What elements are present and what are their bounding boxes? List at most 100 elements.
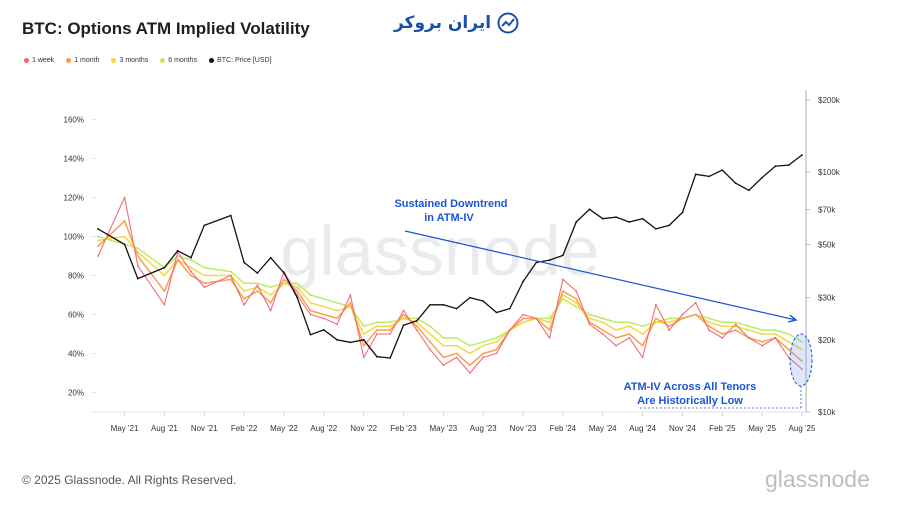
data-point [429,333,431,335]
data-point [774,337,777,339]
data-point [203,224,206,227]
data-point [748,189,750,192]
series-line-6-months [97,235,803,347]
annotation-low-line2: Are Historically Low [637,395,743,407]
data-point [389,325,392,328]
data-point [668,317,671,320]
data-point [243,261,246,264]
x-tick-label: Aug '24 [629,424,656,433]
data-point [283,282,285,285]
y-tick-label: 100% [64,233,84,242]
data-point [801,348,803,351]
annotation-downtrend-line2: in ATM-IV [424,212,474,224]
data-point [256,284,259,287]
data-point [801,360,803,363]
data-point [615,329,617,331]
legend-dot [160,58,166,63]
data-point [708,175,710,178]
data-point [362,333,365,335]
data-point [296,286,299,289]
data-point [469,344,471,347]
legend-item-btc-price[interactable]: BTC: Price [USD] [209,57,272,64]
data-point [641,325,644,328]
data-point [694,313,697,316]
data-point [176,251,179,254]
data-point [203,274,206,277]
data-point [163,266,166,269]
x-tick-label: Feb '24 [550,424,577,433]
data-point [362,338,365,341]
data-point [748,337,750,339]
data-point [655,303,657,306]
data-point [389,329,392,331]
data-point [309,294,312,296]
data-point [761,176,764,179]
data-point [256,282,259,285]
legend-dot [209,58,215,63]
data-point [296,290,299,292]
data-point [508,329,511,331]
x-tick-label: May '25 [748,424,776,433]
series-line-btc-price-usd [97,154,803,359]
legend-item-1-week[interactable]: 1 week [24,57,54,64]
data-point [415,321,418,324]
data-point [495,352,498,355]
data-point [269,301,272,304]
data-point [562,298,564,300]
data-point [588,313,591,316]
data-point [163,266,166,269]
data-point [442,337,445,339]
data-point [469,364,471,367]
data-point [655,228,657,230]
data-point [721,337,724,339]
data-point [309,333,312,336]
data-point [708,321,710,324]
brand-logo: ایران بروکر [394,12,519,34]
data-point [176,259,179,261]
data-point [787,340,790,343]
legend-item-6-months[interactable]: 6 months [160,57,197,64]
data-point [694,301,697,304]
data-point [229,270,232,273]
data-point [562,278,564,281]
data-point [455,344,458,347]
data-point [229,278,232,281]
data-point [575,221,578,223]
data-point [655,317,657,320]
data-point [601,217,604,220]
data-point [469,296,471,299]
data-point [522,317,524,320]
data-point [668,224,671,227]
data-point [136,247,139,250]
legend-item-3-months[interactable]: 3 months [111,57,148,64]
data-point [429,340,431,343]
data-point [681,211,684,214]
y2-tick-label: $50k [818,240,836,249]
data-point [123,235,126,238]
data-point [748,329,750,331]
x-tick-label: Aug '21 [151,424,178,433]
data-point [482,300,485,302]
data-point [655,321,657,324]
data-point [203,266,206,269]
data-point [668,329,671,331]
data-point [283,278,285,281]
y-tick-label: 20% [68,389,84,398]
data-point [415,325,418,328]
data-point [721,321,724,324]
legend-item-1-month[interactable]: 1 month [66,57,99,64]
legend-dot [66,58,72,63]
data-point [787,164,790,167]
data-point [429,348,431,351]
footer-logo: glassnode [765,466,870,492]
data-point [801,340,803,343]
data-point [535,317,538,320]
data-point [482,340,485,343]
data-point [628,325,631,328]
data-point [349,305,352,308]
data-point [575,301,578,304]
data-point [708,329,710,331]
data-point [283,282,285,285]
data-point [243,298,246,300]
data-point [628,321,631,324]
